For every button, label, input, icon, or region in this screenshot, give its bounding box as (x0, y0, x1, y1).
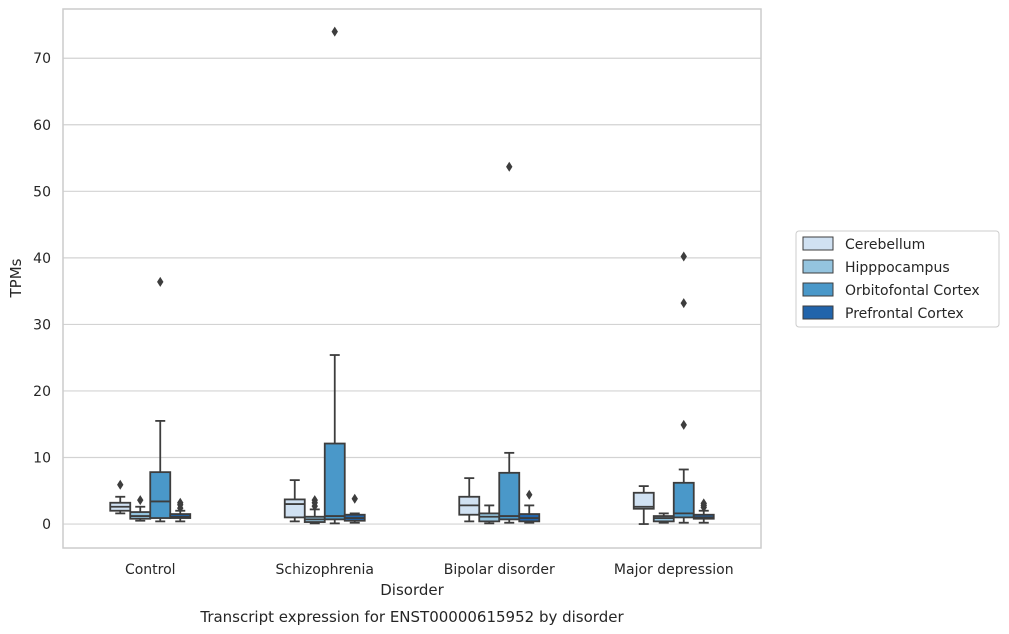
outlier-point (680, 251, 687, 262)
x-tick-label: Major depression (614, 562, 734, 578)
box-iqr (672, 481, 695, 519)
outlier-point (157, 276, 164, 287)
outlier-point (117, 479, 124, 490)
y-tick-label: 50 (33, 184, 51, 200)
outlier-point (526, 489, 533, 500)
outlier-point (700, 498, 707, 509)
box-orbitofontal-cortex (323, 26, 346, 525)
box-orbitofontal-cortex (149, 276, 172, 523)
plot-frame (62, 8, 762, 549)
y-tick-label: 20 (33, 384, 51, 400)
legend-frame (795, 230, 1000, 328)
outlier-point (680, 298, 687, 309)
y-tick-label: 0 (42, 517, 51, 533)
box-orbitofontal-cortex (498, 161, 521, 524)
box-iqr (149, 471, 172, 519)
legend-swatch (802, 259, 834, 274)
y-axis-title: TPMs (7, 258, 25, 298)
box-prefrontal-cortex (518, 489, 541, 524)
box-iqr (632, 491, 655, 510)
outlier-point (351, 493, 358, 504)
x-tick-label: Schizophrenia (276, 562, 374, 578)
box-prefrontal-cortex (343, 493, 366, 524)
box-hipppocampus (129, 495, 152, 522)
outlier-point (311, 495, 318, 506)
box-prefrontal-cortex (692, 498, 715, 524)
box-iqr (498, 471, 521, 521)
outlier-point (331, 26, 338, 37)
plot-marks (109, 26, 715, 525)
box-cerebellum (109, 479, 132, 515)
legend: Cerebellum Hipppocampus Orbitofontal Corte… (795, 230, 1000, 328)
box-hipppocampus (303, 495, 326, 525)
y-tick-label: 70 (33, 51, 51, 67)
outlier-point (177, 497, 184, 508)
y-tick-label: 30 (33, 317, 51, 333)
box-cerebellum (632, 485, 655, 525)
y-tick-label: 10 (33, 451, 51, 467)
legend-swatch (802, 305, 834, 320)
box-prefrontal-cortex (169, 497, 192, 523)
box-hipppocampus (652, 512, 675, 524)
y-tick-label: 40 (33, 251, 51, 267)
legend-label: Cerebellum (845, 237, 925, 253)
outlier-point (137, 495, 144, 506)
y-tick-labels: 0 10 20 30 40 50 60 70 (33, 51, 51, 533)
outlier-point (680, 419, 687, 430)
x-tick-labels: Control Schizophrenia Bipolar disorder Majo… (125, 562, 734, 578)
legend-label: Hipppocampus (845, 260, 950, 276)
box-orbitofontal-cortex (672, 251, 695, 524)
box-hipppocampus (478, 504, 501, 525)
x-axis-title: Disorder (380, 581, 444, 599)
chart-caption: Transcript expression for ENST0000061595… (199, 608, 624, 626)
y-tick-label: 60 (33, 118, 51, 134)
legend-label: Prefrontal Cortex (845, 306, 964, 322)
box-cerebellum (283, 479, 306, 523)
legend-label: Orbitofontal Cortex (845, 283, 980, 299)
box-cerebellum (458, 477, 481, 523)
legend-swatch (802, 236, 834, 251)
x-tick-label: Control (125, 562, 176, 578)
x-tick-label: Bipolar disorder (444, 562, 555, 578)
legend-swatch (802, 282, 834, 297)
box-iqr (283, 498, 306, 519)
box-iqr (323, 442, 346, 521)
outlier-point (506, 161, 513, 172)
grid-lines (63, 57, 761, 525)
